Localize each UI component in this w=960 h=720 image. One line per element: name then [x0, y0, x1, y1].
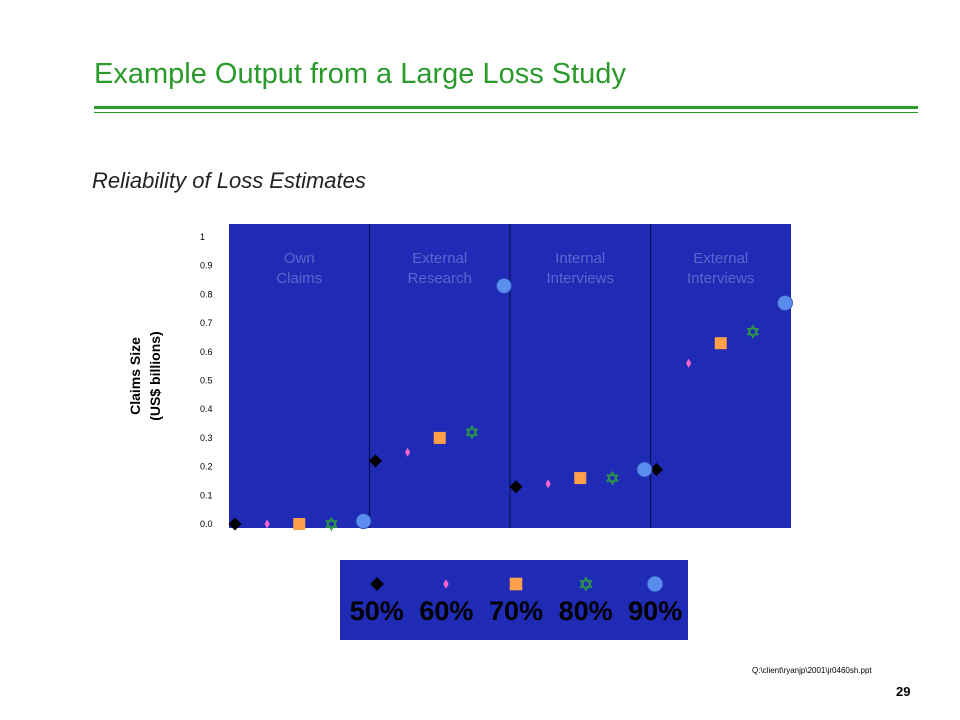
panel-label: Internal [555, 250, 605, 267]
panel-label: Own [284, 250, 315, 267]
legend-label: 50% [349, 596, 404, 626]
data-point-50pct [228, 517, 242, 531]
legend-item: 80% [551, 560, 621, 640]
data-point-70pct [574, 472, 587, 485]
data-point-70pct [714, 337, 727, 350]
data-point-50pct [650, 462, 663, 476]
panel-label: External [412, 250, 467, 267]
legend-symbol [646, 575, 664, 593]
legend-label: 80% [558, 596, 613, 626]
legend-label: 90% [628, 596, 683, 626]
data-point-60pct [545, 479, 551, 489]
legend-marker-50pct [369, 577, 384, 591]
legend-item: 50% [342, 560, 412, 640]
y-tick-label: 1 [200, 232, 205, 242]
legend-marker-90pct [646, 575, 664, 593]
y-tick-label: 0.1 [200, 490, 213, 500]
legend-marker-70pct [509, 577, 523, 591]
y-tick-label: 0.9 [200, 261, 213, 271]
data-points [228, 277, 793, 532]
panel-dividers [368, 224, 652, 528]
data-point-60pct [264, 519, 270, 529]
legend-item: 90% [620, 560, 690, 640]
slide-title: Example Output from a Large Loss Study [94, 58, 626, 90]
y-tick-label: 0.2 [200, 462, 213, 472]
data-point-50pct [509, 480, 523, 494]
data-point-90pct [777, 295, 793, 311]
data-point-90pct [636, 461, 653, 478]
data-point-90pct [355, 513, 372, 530]
panel-label: Research [408, 270, 472, 287]
panel-label: Interviews [687, 270, 755, 287]
data-point-70pct [433, 431, 446, 444]
y-axis-label: Claims Size (US$ billions) [127, 331, 163, 420]
title-rule-thick [94, 106, 918, 109]
panel-labels: Own Claims External Research Internal Intervi… [276, 250, 754, 287]
page-number: 29 [896, 684, 911, 699]
legend-item: 70% [481, 560, 551, 640]
y-axis-label-line: (US$ billions) [147, 331, 163, 420]
chart-subtitle: Reliability of Loss Estimates [92, 168, 366, 193]
legend-symbol [579, 576, 593, 592]
data-point-80pct [465, 425, 479, 440]
y-tick-label: 0.8 [200, 289, 213, 299]
data-point-60pct [405, 447, 411, 457]
data-point-80pct [325, 516, 338, 532]
legend-symbol [443, 579, 450, 589]
data-point-70pct [293, 518, 306, 530]
panel-label: Interviews [546, 270, 614, 287]
data-point-80pct [746, 324, 760, 339]
y-tick-label: 0.7 [200, 318, 213, 328]
panel-label: Claims [276, 270, 322, 287]
data-point-50pct [369, 454, 382, 468]
y-axis-ticks: 1 0.9 0.8 0.7 0.6 0.5 0.4 0.3 0.2 0.1 0.0 [200, 232, 213, 529]
y-tick-label: 0.3 [200, 433, 213, 443]
data-point-60pct [686, 358, 692, 368]
legend-symbol [369, 577, 384, 591]
chart-legend: 50% 60% 70% 80% 90% [340, 560, 688, 640]
y-tick-label: 0.6 [200, 347, 213, 357]
legend-label: 70% [488, 596, 544, 626]
legend-item: 60% [411, 560, 481, 640]
legend-marker-80pct [579, 576, 593, 592]
legend-marker-60pct [443, 579, 450, 589]
data-point-80pct [606, 470, 619, 486]
title-rule-thin [94, 112, 918, 113]
y-tick-label: 0.0 [200, 519, 213, 529]
y-tick-label: 0.4 [200, 404, 213, 414]
data-point-90pct [496, 277, 512, 294]
y-axis-label-line: Claims Size [127, 337, 143, 415]
panel-label: External [693, 250, 748, 267]
y-tick-label: 0.5 [200, 376, 213, 386]
legend-symbol [509, 577, 523, 591]
footer-file-path: Q:\client\ryanjp\2001\jr0460sh.ppt [752, 666, 872, 675]
legend-label: 60% [419, 596, 474, 626]
